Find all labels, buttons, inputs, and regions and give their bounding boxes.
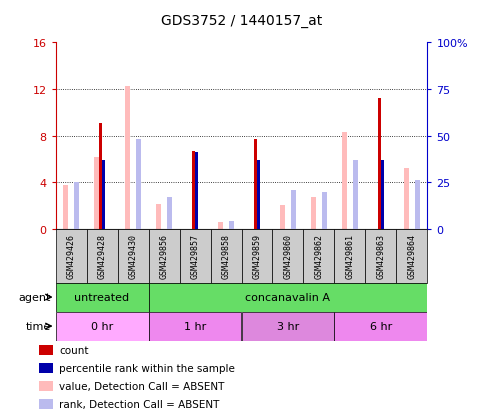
Bar <box>229 222 234 229</box>
Bar <box>168 197 172 229</box>
Text: GSM429858: GSM429858 <box>222 233 230 278</box>
Bar <box>334 229 366 283</box>
Text: time: time <box>26 321 51 331</box>
Bar <box>180 229 211 283</box>
Bar <box>254 140 257 229</box>
Bar <box>39 345 53 355</box>
Bar <box>56 229 86 283</box>
Bar <box>39 381 53 391</box>
Bar <box>125 86 129 229</box>
Text: GSM429863: GSM429863 <box>376 233 385 278</box>
Bar <box>136 140 141 229</box>
Bar <box>404 169 409 229</box>
Bar <box>378 99 381 229</box>
Text: GSM429428: GSM429428 <box>98 233 107 278</box>
Bar <box>291 190 296 229</box>
Bar <box>99 123 102 229</box>
Text: rank, Detection Call = ABSENT: rank, Detection Call = ABSENT <box>59 399 219 409</box>
Text: GSM429430: GSM429430 <box>128 233 138 278</box>
Bar <box>218 223 223 229</box>
Text: GSM429862: GSM429862 <box>314 233 324 278</box>
Bar <box>63 185 68 229</box>
Text: GDS3752 / 1440157_at: GDS3752 / 1440157_at <box>161 14 322 28</box>
Bar <box>74 183 79 229</box>
Text: GSM429864: GSM429864 <box>408 233 416 278</box>
Text: GSM429856: GSM429856 <box>159 233 169 278</box>
Bar <box>56 312 149 341</box>
Bar <box>280 206 284 229</box>
Bar <box>397 229 427 283</box>
Bar <box>381 160 384 229</box>
Bar <box>39 399 53 409</box>
Bar <box>256 160 260 229</box>
Bar <box>102 160 105 229</box>
Bar <box>94 157 99 229</box>
Bar <box>86 229 117 283</box>
Bar <box>149 283 427 312</box>
Text: 6 hr: 6 hr <box>370 321 392 331</box>
Bar <box>272 229 303 283</box>
Text: GSM429859: GSM429859 <box>253 233 261 278</box>
Bar <box>211 229 242 283</box>
Bar <box>149 312 242 341</box>
Text: 1 hr: 1 hr <box>184 321 206 331</box>
Text: 3 hr: 3 hr <box>277 321 299 331</box>
Text: GSM429426: GSM429426 <box>67 233 75 278</box>
Bar <box>242 312 334 341</box>
Bar <box>195 153 199 229</box>
Bar <box>156 205 161 229</box>
Text: GSM429857: GSM429857 <box>190 233 199 278</box>
Text: agent: agent <box>18 292 51 302</box>
Bar <box>117 229 149 283</box>
Text: GSM429860: GSM429860 <box>284 233 293 278</box>
Text: percentile rank within the sample: percentile rank within the sample <box>59 363 235 373</box>
Bar <box>39 363 53 373</box>
Bar <box>242 229 272 283</box>
Bar <box>303 229 334 283</box>
Bar <box>311 198 315 229</box>
Bar <box>149 229 180 283</box>
Text: GSM429861: GSM429861 <box>345 233 355 278</box>
Text: concanavalin A: concanavalin A <box>245 292 330 302</box>
Bar <box>56 283 149 312</box>
Bar <box>322 192 327 229</box>
Bar <box>192 152 195 229</box>
Bar <box>415 181 420 229</box>
Bar <box>334 312 427 341</box>
Text: value, Detection Call = ABSENT: value, Detection Call = ABSENT <box>59 381 225 391</box>
Bar <box>354 160 358 229</box>
Bar <box>366 229 397 283</box>
Text: count: count <box>59 345 88 355</box>
Bar <box>342 133 347 229</box>
Text: 0 hr: 0 hr <box>91 321 113 331</box>
Text: untreated: untreated <box>74 292 129 302</box>
